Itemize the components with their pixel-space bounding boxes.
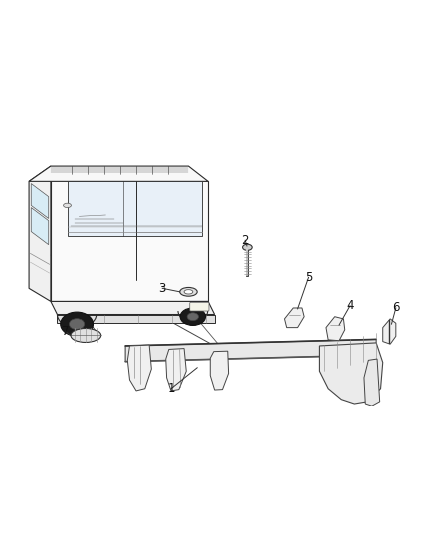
Polygon shape bbox=[125, 340, 376, 362]
Text: 7: 7 bbox=[62, 325, 69, 337]
Polygon shape bbox=[319, 343, 383, 404]
Ellipse shape bbox=[70, 319, 85, 329]
Text: 4: 4 bbox=[346, 300, 354, 312]
Text: 6: 6 bbox=[392, 302, 399, 314]
Ellipse shape bbox=[180, 308, 205, 326]
Ellipse shape bbox=[184, 289, 193, 294]
Polygon shape bbox=[326, 317, 345, 341]
Polygon shape bbox=[210, 351, 229, 390]
Ellipse shape bbox=[71, 328, 101, 343]
Text: 5: 5 bbox=[305, 271, 312, 284]
Polygon shape bbox=[31, 207, 49, 245]
Polygon shape bbox=[285, 308, 304, 328]
Text: 2: 2 bbox=[241, 234, 249, 247]
Polygon shape bbox=[57, 314, 215, 323]
Text: 1: 1 bbox=[167, 382, 175, 395]
Polygon shape bbox=[31, 183, 49, 219]
Ellipse shape bbox=[180, 287, 197, 296]
Polygon shape bbox=[68, 181, 201, 236]
Polygon shape bbox=[166, 349, 186, 391]
Polygon shape bbox=[29, 166, 208, 181]
Polygon shape bbox=[364, 359, 380, 406]
Ellipse shape bbox=[187, 313, 198, 321]
Ellipse shape bbox=[243, 244, 252, 251]
Ellipse shape bbox=[61, 312, 93, 336]
Polygon shape bbox=[127, 345, 151, 391]
Text: 3: 3 bbox=[159, 282, 166, 295]
FancyBboxPatch shape bbox=[190, 302, 209, 311]
Polygon shape bbox=[51, 302, 215, 314]
Polygon shape bbox=[29, 166, 51, 302]
Polygon shape bbox=[51, 166, 208, 302]
Ellipse shape bbox=[64, 203, 71, 207]
Polygon shape bbox=[383, 319, 396, 344]
